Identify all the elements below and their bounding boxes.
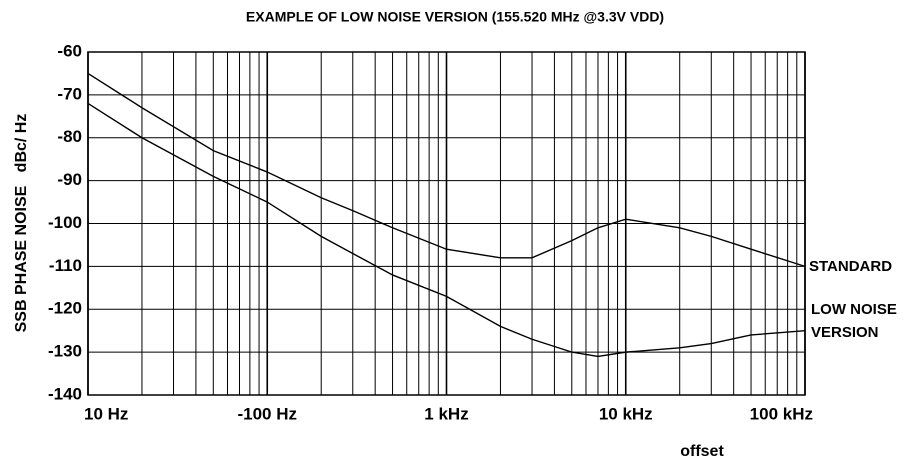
y-axis-label: SSB PHASE NOISE dBc/ Hz (13, 114, 30, 333)
y-tick-label: -60 (57, 41, 82, 60)
y-tick-label: -140 (48, 384, 82, 403)
y-tick-label: -100 (48, 213, 82, 232)
plot-frame (87, 51, 806, 396)
y-tick-label: -120 (48, 299, 82, 318)
y-tick-label: -110 (49, 256, 82, 275)
series-line (87, 72, 806, 268)
x-tick-label: -100 Hz (237, 404, 297, 423)
x-tick-label: 100 kHz (750, 404, 813, 423)
series-line (87, 102, 806, 358)
series-label: LOW NOISE VERSION (811, 300, 897, 341)
chart-title: EXAMPLE OF LOW NOISE VERSION (155.520 MH… (246, 9, 664, 25)
x-tick-label: 10 Hz (84, 404, 128, 423)
x-axis-label: offset (680, 443, 724, 460)
y-tick-label: -90 (57, 170, 82, 189)
x-tick-label: 1 kHz (424, 404, 468, 423)
x-tick-label: 10 kHz (599, 404, 653, 423)
y-tick-label: -130 (48, 342, 82, 361)
series-label: STANDARD (809, 258, 893, 276)
y-tick-label: -80 (57, 127, 82, 146)
y-tick-label: -70 (57, 84, 82, 103)
